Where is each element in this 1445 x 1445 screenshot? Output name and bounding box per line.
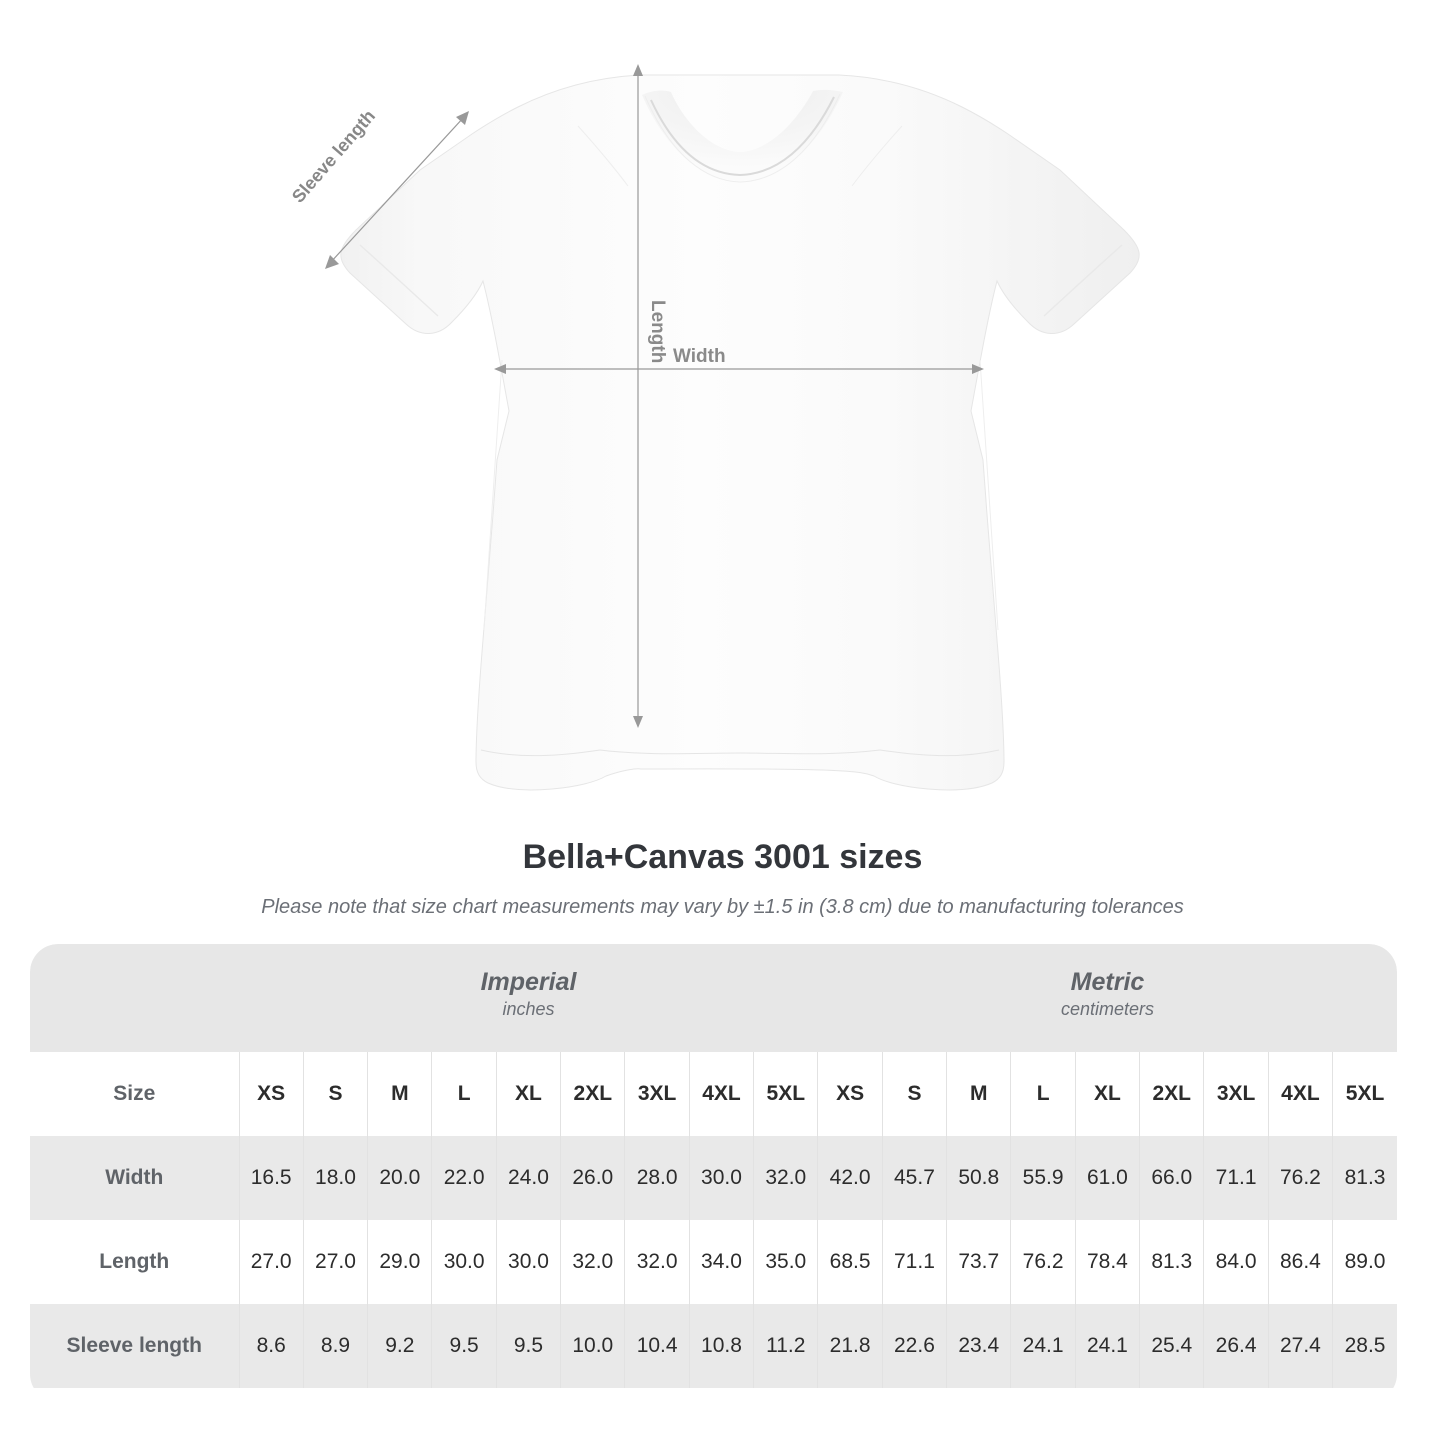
svg-text:Length: Length [647,300,668,363]
svg-text:Sleeve length: Sleeve length [288,106,379,207]
svg-text:Width: Width [673,346,726,367]
